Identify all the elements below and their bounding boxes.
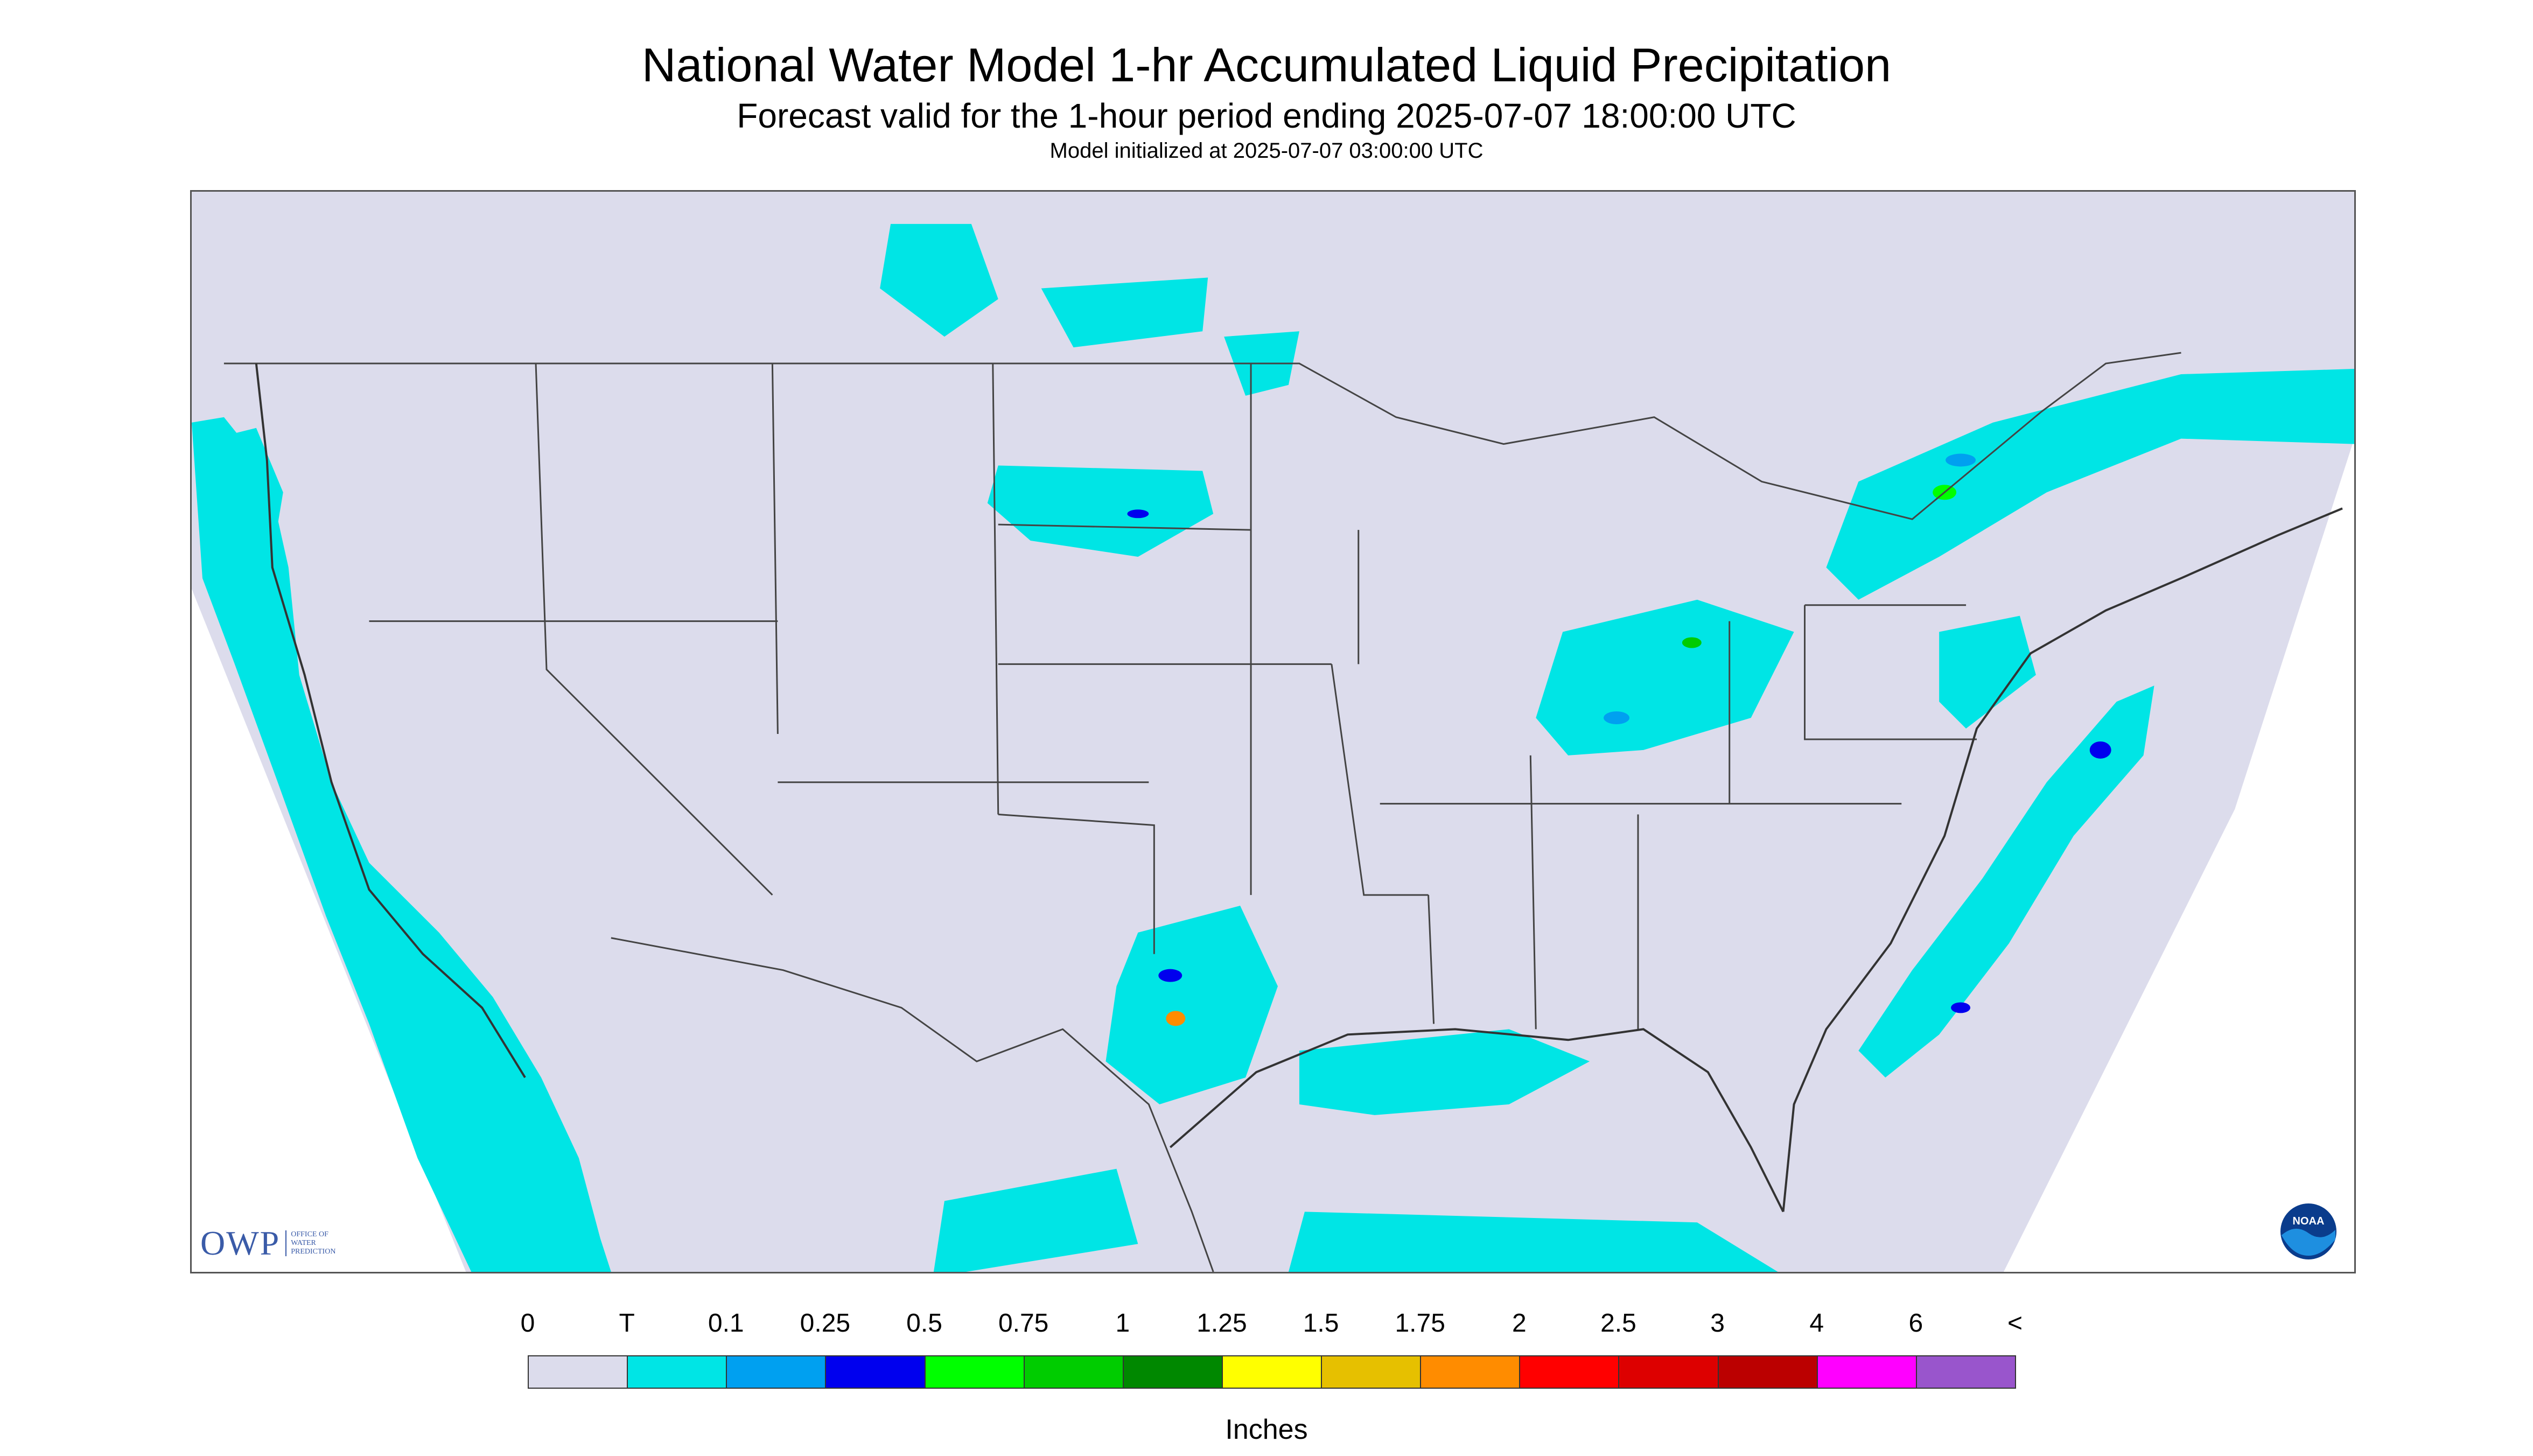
legend-tick-label: 2 — [1512, 1309, 1527, 1338]
map-title: National Water Model 1-hr Accumulated Li… — [641, 38, 1892, 92]
coastlines — [255, 363, 2343, 1213]
precip-area-atlantic — [1858, 685, 2154, 1078]
precip-area-texas — [1105, 906, 1278, 1104]
mexico-border — [611, 937, 1214, 1272]
state-line — [535, 363, 773, 896]
precip-cell — [2089, 741, 2111, 759]
legend-tick-label: 1 — [1115, 1309, 1130, 1338]
legend-swatch — [1122, 1355, 1223, 1389]
legend-swatch — [1321, 1355, 1422, 1389]
legend-swatch — [1023, 1355, 1124, 1389]
legend-swatch — [1420, 1355, 1521, 1389]
state-line — [771, 363, 779, 734]
gulf-coastline — [1169, 1028, 1785, 1213]
legend-tick-label: 1.25 — [1196, 1309, 1247, 1338]
owp-logo-subtext: OFFICE OF WATER PREDICTION — [285, 1230, 335, 1256]
legend-swatch — [924, 1355, 1025, 1389]
owp-sub-line: OFFICE OF — [291, 1230, 328, 1238]
precip-area-north-dakota — [987, 465, 1214, 557]
legend-tick-label: 0 — [520, 1309, 535, 1338]
legend-swatch — [1618, 1355, 1719, 1389]
legend-units: Inches — [1225, 1414, 1308, 1445]
legend-tick-label: 4 — [1809, 1309, 1824, 1338]
precip-area-mexico — [933, 1168, 1138, 1272]
state-line — [1331, 664, 1429, 896]
legend-tick-label: < — [2007, 1309, 2023, 1338]
west-coastline — [255, 363, 526, 1079]
legend-tick-label: 0.1 — [708, 1309, 744, 1338]
owp-sub-line: WATER — [291, 1239, 316, 1247]
owp-logo: OWP OFFICE OF WATER PREDICTION — [200, 1223, 335, 1263]
owp-logo-text: OWP — [200, 1224, 281, 1262]
state-line — [1428, 895, 1435, 1024]
precip-area-gulf-south — [1288, 1212, 1778, 1272]
precip-trace-areas — [192, 223, 2354, 1272]
precip-heavy-cells — [1127, 453, 2111, 1026]
owp-sub-line: PREDICTION — [291, 1248, 336, 1256]
legend-tick-label: 0.25 — [800, 1309, 851, 1338]
canada-border — [223, 352, 2181, 520]
precip-area-west-coast — [192, 417, 611, 1272]
precip-area-mid-atlantic — [1939, 615, 2036, 729]
precip-area-northeast — [1826, 369, 2354, 600]
precipitation-map: OWP OFFICE OF WATER PREDICTION NOAA — [190, 190, 2356, 1273]
state-line — [1804, 605, 1977, 740]
legend-swatch — [825, 1355, 926, 1389]
precip-cell — [1682, 637, 1702, 648]
precip-cell — [1127, 509, 1149, 519]
legend-tick-label: 0.75 — [998, 1309, 1049, 1338]
legend-tick-label: 1.5 — [1303, 1309, 1339, 1338]
political-boundaries — [223, 352, 2181, 1272]
state-line — [998, 523, 1251, 531]
precip-area-north-plains — [880, 223, 998, 337]
legend-swatch — [1717, 1355, 1818, 1389]
precip-cell — [1604, 711, 1630, 725]
legend-swatch — [726, 1355, 827, 1389]
outside-domain-right — [2003, 438, 2354, 1272]
precip-cell — [1158, 969, 1182, 982]
legend-tick-label: 0.5 — [906, 1309, 942, 1338]
legend-tick-label: 2.5 — [1600, 1309, 1636, 1338]
state-line — [992, 363, 999, 815]
state-line — [998, 814, 1155, 954]
map-canvas — [192, 223, 2354, 1272]
precip-area-pacific-nw — [213, 428, 283, 578]
legend-tick-label: 3 — [1710, 1309, 1725, 1338]
legend-swatch — [1221, 1355, 1323, 1389]
noaa-logo-text: NOAA — [2293, 1215, 2325, 1227]
noaa-logo: NOAA — [2280, 1203, 2336, 1259]
legend-swatch — [1519, 1355, 1620, 1389]
map-subtitle: Forecast valid for the 1-hour period end… — [737, 96, 1796, 135]
legend-swatch — [1816, 1355, 1917, 1389]
legend-tick-label: 6 — [1908, 1309, 1923, 1338]
legend-swatch — [627, 1355, 727, 1389]
precip-cell — [1946, 453, 1976, 467]
legend-swatch — [1915, 1355, 2016, 1389]
precip-area-montana-canada — [1041, 277, 1208, 348]
legend-tick-label: 1.75 — [1395, 1309, 1445, 1338]
model-init-line: Model initialized at 2025-07-07 03:00:00… — [1049, 139, 1484, 163]
legend-tick-label: T — [619, 1309, 635, 1338]
precip-area-gulf-coast — [1299, 1029, 1590, 1115]
precip-cell — [1166, 1011, 1186, 1026]
legend-swatch — [528, 1355, 628, 1389]
precip-area-ohio-valley — [1536, 599, 1794, 755]
atlantic-coastline — [1782, 507, 2343, 1212]
precip-cell — [1951, 1002, 1971, 1013]
state-line — [1529, 755, 1537, 1030]
